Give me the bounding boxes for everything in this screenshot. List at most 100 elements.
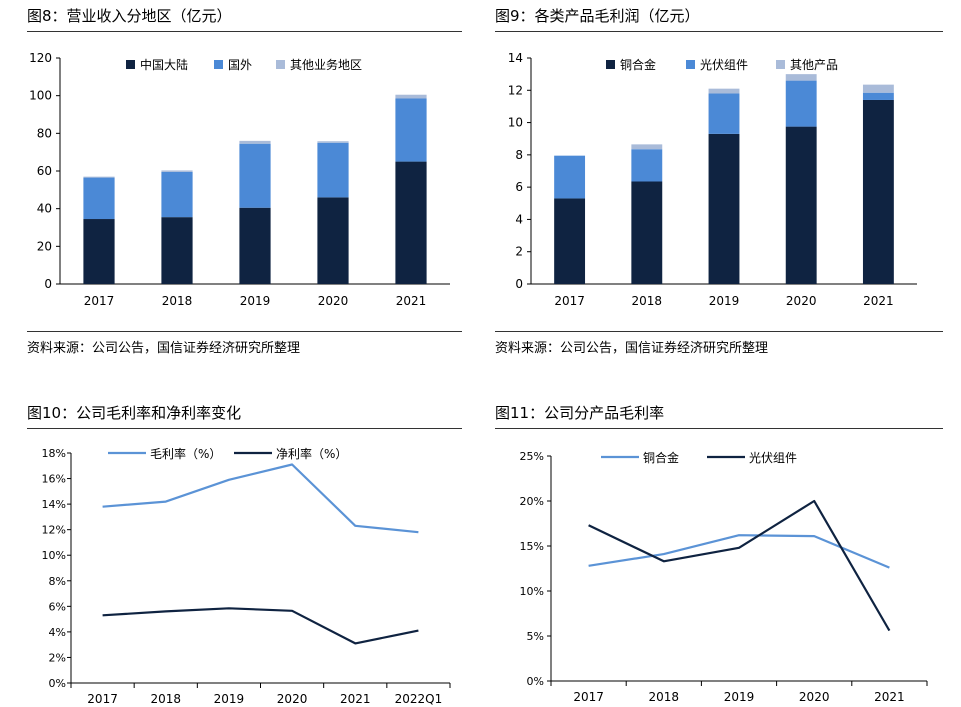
legend-swatch [126, 60, 135, 69]
x-tick-label: 2019 [240, 294, 271, 308]
series-line [588, 534, 890, 569]
y-tick-label: 40 [37, 202, 52, 216]
legend-swatch [276, 60, 285, 69]
legend-label: 国外 [228, 58, 252, 72]
y-tick-label: 2 [515, 245, 523, 259]
bar-segment [395, 94, 427, 99]
y-tick-label: 0% [527, 675, 544, 688]
bar-segment [785, 74, 817, 81]
bar-segment [83, 177, 115, 220]
source-note: 资料来源：公司公告，国信证券经济研究所整理 [27, 341, 301, 356]
y-tick-label: 0 [44, 277, 52, 291]
x-tick-label: 2022Q1 [395, 692, 443, 706]
title-rule [27, 428, 462, 429]
bar-segment [631, 144, 663, 150]
x-tick-label: 2021 [863, 294, 894, 308]
bar-segment [862, 84, 894, 93]
y-tick-label: 5% [527, 630, 544, 643]
y-tick-label: 12% [42, 524, 66, 537]
legend-label: 光伏组件 [749, 451, 797, 465]
bar-segment [317, 197, 349, 284]
series-line [102, 607, 419, 645]
y-tick-label: 80 [37, 126, 52, 140]
y-tick-label: 25% [520, 450, 544, 463]
bar-segment [317, 142, 349, 198]
x-tick-label: 2021 [874, 690, 905, 704]
y-tick-label: 10% [42, 549, 66, 562]
bar-segment [161, 171, 193, 218]
y-tick-label: 4 [515, 212, 523, 226]
legend-label: 铜合金 [620, 57, 656, 72]
margin-trend-chart: 0% 2% 4% 6% 8% 10% 12% 14% 16% 18% 2017 2018 2019 202… [42, 446, 451, 706]
bar-segment [239, 143, 271, 208]
y-tick-label: 15% [520, 540, 544, 553]
source-rule [27, 331, 462, 332]
y-tick-label: 8 [515, 148, 523, 162]
bar-segment [239, 140, 271, 144]
x-tick-label: 2018 [649, 690, 680, 704]
y-tick-label: 20 [37, 239, 52, 253]
bar-segment [395, 161, 427, 284]
title-rule [495, 31, 943, 32]
chart-title: 图8：营业收入分地区（亿元） [27, 7, 232, 25]
bar-segment [317, 141, 349, 143]
x-tick-label: 2017 [84, 294, 115, 308]
series-line [102, 463, 419, 534]
y-tick-label: 10 [508, 116, 523, 130]
legend-swatch [686, 60, 695, 69]
chart-title: 图9：各类产品毛利润（亿元） [495, 7, 700, 25]
y-tick-label: 14 [508, 51, 523, 65]
legend-label: 净利率（%） [276, 446, 347, 461]
revenue-by-region-chart: 0 20 40 60 80 100 120 2017 2018 2019 2020 2021 中国大陆 国… [29, 51, 450, 308]
title-rule [495, 428, 943, 429]
x-tick-label: 2021 [396, 294, 427, 308]
source-rule [495, 331, 943, 332]
bar-segment [239, 207, 271, 284]
y-tick-label: 0% [49, 677, 66, 690]
legend-label: 光伏组件 [700, 58, 748, 72]
x-tick-label: 2020 [318, 294, 349, 308]
x-tick-label: 2018 [162, 294, 193, 308]
y-tick-label: 16% [42, 473, 66, 486]
y-tick-label: 12 [508, 83, 523, 97]
legend-label: 其他产品 [790, 58, 838, 72]
bar-segment [862, 99, 894, 284]
bar-segment [395, 98, 427, 162]
bar-segment [785, 80, 817, 127]
legend-swatch [214, 60, 223, 69]
y-tick-label: 18% [42, 447, 66, 460]
x-tick-label: 2017 [554, 294, 585, 308]
legend-label: 铜合金 [643, 450, 679, 465]
bar-segment [554, 155, 586, 199]
bar-segment [161, 217, 193, 284]
bar-segment [554, 198, 586, 284]
source-note: 资料来源：公司公告，国信证券经济研究所整理 [495, 341, 769, 356]
y-tick-label: 100 [29, 89, 52, 103]
bar-segment [785, 126, 817, 284]
legend-swatch [606, 60, 615, 69]
gross-profit-by-product-chart: 0 2 4 6 8 10 12 14 2017 2018 2019 2020 2021 铜合金 光伏组件 其他… [508, 51, 917, 308]
x-tick-label: 2020 [799, 690, 830, 704]
chart-title: 图10：公司毛利率和净利率变化 [27, 404, 242, 422]
x-tick-label: 2020 [786, 294, 817, 308]
y-tick-label: 6% [49, 600, 66, 613]
legend-label: 毛利率（%） [150, 446, 221, 461]
y-tick-label: 2% [49, 651, 66, 664]
y-tick-label: 0 [515, 277, 523, 291]
x-tick-label: 2019 [709, 294, 740, 308]
y-tick-label: 14% [42, 498, 66, 511]
y-tick-label: 10% [520, 585, 544, 598]
bar-segment [708, 88, 740, 94]
series-line [588, 499, 891, 632]
x-tick-label: 2020 [277, 692, 308, 706]
chart-title: 图11：公司分产品毛利率 [495, 404, 665, 422]
x-tick-label: 2019 [724, 690, 755, 704]
bar-segment [161, 170, 193, 172]
x-tick-label: 2018 [150, 692, 181, 706]
y-tick-label: 8% [49, 575, 66, 588]
y-tick-label: 60 [37, 164, 52, 178]
y-tick-label: 6 [515, 180, 523, 194]
x-tick-label: 2017 [87, 692, 118, 706]
y-tick-label: 4% [49, 626, 66, 639]
